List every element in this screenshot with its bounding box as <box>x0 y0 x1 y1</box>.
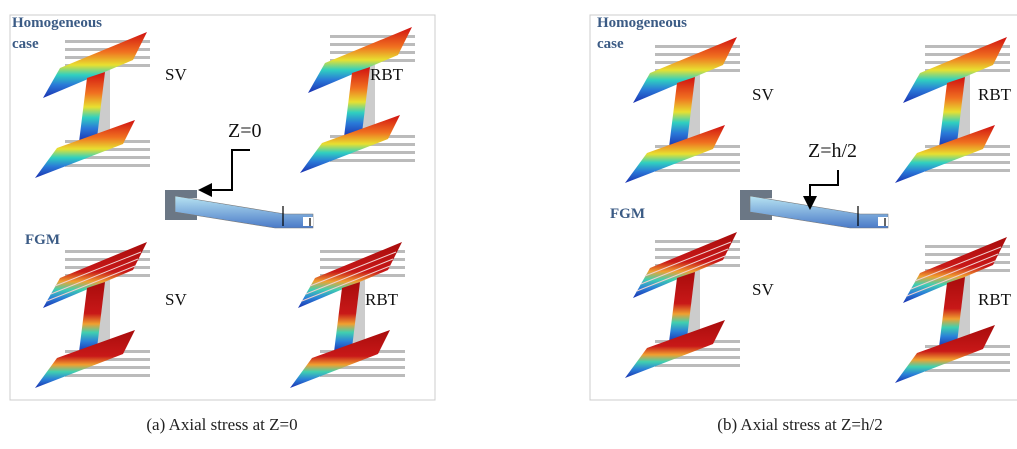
heading: Homogeneous <box>12 15 102 31</box>
caption: (a) Axial stress at Z=0 <box>146 415 297 434</box>
caption: (b) Axial stress at Z=h/2 <box>717 415 882 434</box>
section-label: Z=0 <box>228 120 262 142</box>
label: SV <box>165 290 187 309</box>
label: RBT <box>365 290 399 309</box>
panel-a: Homogeneous case FGM SV RBT SV RBT Z=0 (… <box>10 15 435 434</box>
section-label: Z=h/2 <box>808 140 857 162</box>
heading: case <box>597 36 624 52</box>
heading: Homogeneous <box>597 15 687 31</box>
panel-b: Homogeneous case FGM SV RBT SV RBT Z=h/2… <box>590 15 1017 434</box>
fgm-label: FGM <box>25 232 60 248</box>
label: SV <box>752 85 774 104</box>
heading: case <box>12 36 39 52</box>
label: RBT <box>978 290 1012 309</box>
label: RBT <box>370 65 404 84</box>
figure: Homogeneous case FGM SV RBT SV RBT Z=0 (… <box>0 0 1017 444</box>
label: RBT <box>978 85 1012 104</box>
label: SV <box>752 280 774 299</box>
fgm-label: FGM <box>610 206 645 222</box>
label: SV <box>165 65 187 84</box>
